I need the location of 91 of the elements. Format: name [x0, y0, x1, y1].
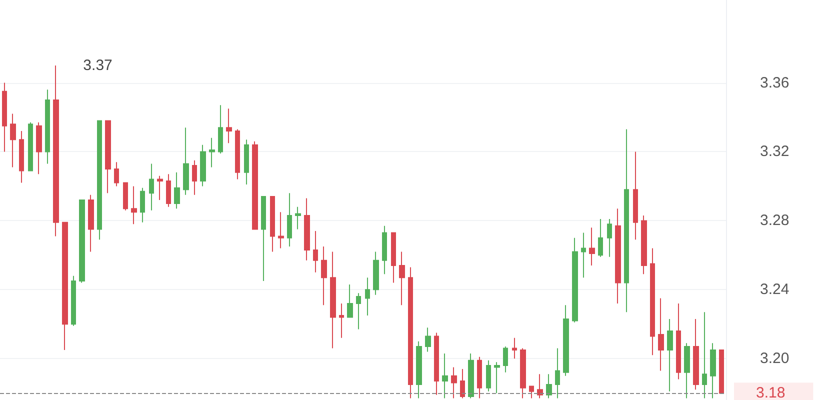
- candlestick: [416, 340, 422, 399]
- candlestick: [702, 312, 707, 399]
- candlestick: [451, 366, 457, 399]
- candlestick: [719, 350, 724, 394]
- candlestick: [140, 187, 145, 223]
- candlestick: [615, 208, 621, 304]
- candlestick: [425, 327, 431, 352]
- candlestick: [28, 122, 33, 172]
- candlestick: [244, 139, 249, 185]
- candlestick: [347, 284, 353, 318]
- candlestick: [365, 277, 370, 316]
- candlestick: [676, 302, 681, 380]
- candlestick: [79, 200, 85, 284]
- candlestick: [633, 151, 638, 240]
- ref-line-label: 3.18: [756, 384, 786, 400]
- y-tick-label: 3.36: [760, 74, 790, 92]
- candlestick: [53, 65, 59, 237]
- candlestick: [200, 144, 206, 187]
- candlestick: [123, 182, 128, 211]
- candlestick: [658, 298, 664, 372]
- candlestick: [460, 368, 465, 399]
- candlestick: [88, 194, 94, 252]
- candlestick: [529, 386, 534, 399]
- candlestick: [339, 302, 344, 338]
- candlestick: [373, 251, 379, 296]
- annotation: 3.37: [83, 57, 112, 74]
- candlestick: [218, 104, 223, 154]
- candlestick: [62, 222, 68, 350]
- candlestick: [710, 342, 716, 399]
- candlestick: [313, 230, 318, 273]
- candlestick: [408, 266, 413, 399]
- candlestick: [261, 196, 266, 282]
- candlestick: [295, 206, 301, 230]
- candlestick: [382, 225, 387, 275]
- candlestick: [97, 120, 102, 240]
- y-tick-label: 3.28: [760, 212, 790, 230]
- candlestick: [546, 374, 552, 399]
- candlestick: [114, 162, 119, 187]
- candlestick: [19, 130, 24, 184]
- candlestick: [304, 198, 310, 261]
- candlestick: [183, 127, 189, 196]
- candlestick: [209, 137, 215, 168]
- candlestick: [494, 362, 500, 394]
- candlestick: [399, 251, 405, 306]
- candlestick: [650, 248, 655, 356]
- candlestick: [442, 352, 448, 399]
- candlestick: [149, 163, 154, 211]
- candlestick: [356, 292, 361, 330]
- candlestick: [693, 318, 699, 390]
- candlestick: [563, 304, 569, 376]
- y-tick-label: 3.32: [760, 143, 790, 160]
- candlestick: [252, 140, 258, 230]
- candlestick: [45, 89, 50, 164]
- candlestick: [287, 192, 292, 248]
- candlestick: [589, 227, 595, 266]
- candlestick: [235, 128, 240, 180]
- candlestick: [36, 122, 42, 175]
- candlestick: [624, 128, 629, 313]
- candlestick: [434, 332, 439, 396]
- candlestick: [131, 186, 137, 225]
- candlestick: [192, 160, 197, 196]
- candlestick: [71, 275, 76, 326]
- candlestick: [278, 212, 284, 249]
- candlestick: [166, 174, 171, 208]
- candlestick: [537, 374, 543, 399]
- candlestick: [607, 218, 612, 258]
- candlestick: [330, 251, 336, 349]
- candlestick: [391, 232, 396, 284]
- candlestick: [321, 246, 327, 306]
- candlestick: [572, 237, 578, 323]
- candlestick: [667, 318, 673, 392]
- y-tick-label: 3.20: [760, 350, 790, 368]
- candlestick: [2, 82, 7, 152]
- candlestick: [520, 348, 526, 399]
- candlestick: [598, 218, 603, 258]
- candlestick: [105, 120, 111, 194]
- candlestick: [641, 215, 647, 275]
- candlestick: [10, 113, 16, 168]
- candlestick: [486, 360, 491, 392]
- candlestick: [503, 346, 508, 373]
- candlestick: [684, 342, 690, 399]
- candlestick: [512, 337, 517, 360]
- candlestick: [468, 352, 474, 399]
- candlestick: [555, 348, 560, 399]
- candlestick: [581, 232, 586, 278]
- candlestick: [270, 196, 275, 252]
- candlestick: [174, 172, 180, 210]
- y-tick-label: 3.24: [760, 281, 790, 298]
- candlestick: [157, 175, 163, 200]
- candlestick: [226, 108, 232, 144]
- candlestick: [477, 356, 482, 399]
